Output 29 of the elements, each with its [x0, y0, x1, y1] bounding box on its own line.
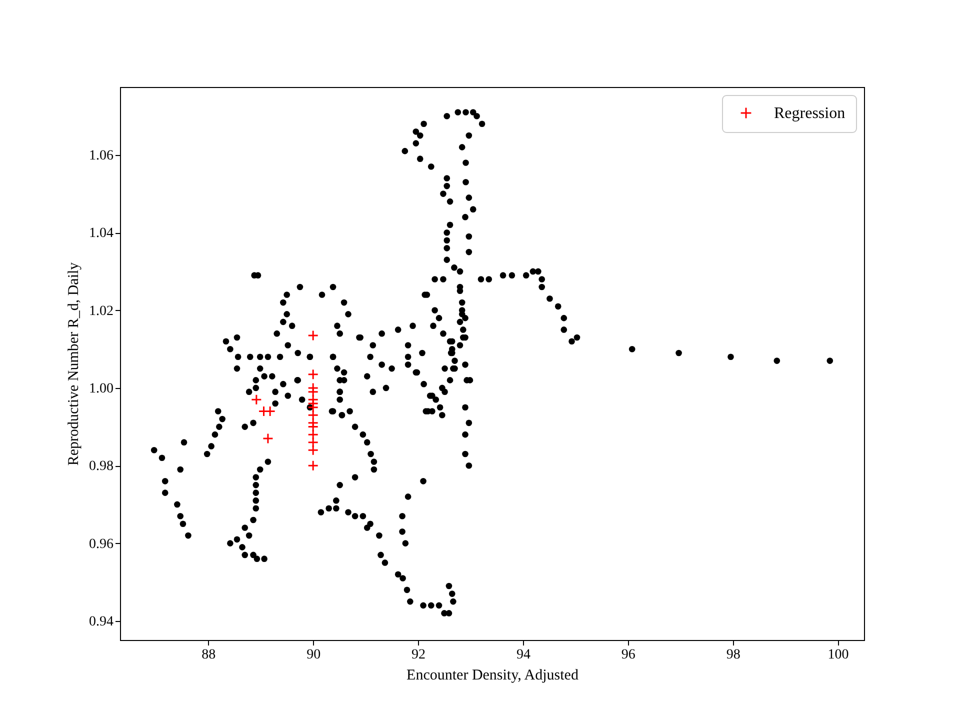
y-tick-label: 1.04 — [89, 226, 114, 242]
x-tick-label: 88 — [202, 648, 216, 662]
point — [308, 444, 319, 456]
y-tick-label: 0.98 — [89, 459, 114, 474]
x-tick-label: 90 — [306, 648, 321, 662]
x-tick-label: 96 — [621, 648, 636, 662]
point — [262, 432, 274, 444]
legend-label: Regression — [774, 105, 846, 122]
point — [308, 386, 319, 398]
y-tick-label: 0.94 — [89, 614, 114, 630]
point — [308, 410, 319, 421]
point — [308, 429, 319, 440]
point — [250, 394, 262, 406]
point — [308, 402, 319, 413]
y-axis-title: Reproductive Number R_d, Daily — [66, 262, 82, 466]
point — [308, 368, 319, 380]
x-axis-title: Encounter Density, Adjusted — [406, 668, 579, 684]
point — [308, 436, 319, 448]
x-tick-label: 98 — [726, 648, 740, 662]
point — [308, 421, 319, 432]
point — [308, 330, 319, 342]
point — [308, 460, 319, 472]
x-tick-label: 100 — [828, 648, 849, 662]
x-tick-label: 94 — [516, 648, 530, 662]
x-tick-label: 92 — [412, 648, 426, 662]
y-tick-label: 1.06 — [89, 148, 114, 164]
y-tick-label: 1.00 — [89, 381, 114, 396]
y-tick-label: 0.96 — [89, 536, 114, 552]
y-tick-label: 1.02 — [89, 304, 114, 319]
